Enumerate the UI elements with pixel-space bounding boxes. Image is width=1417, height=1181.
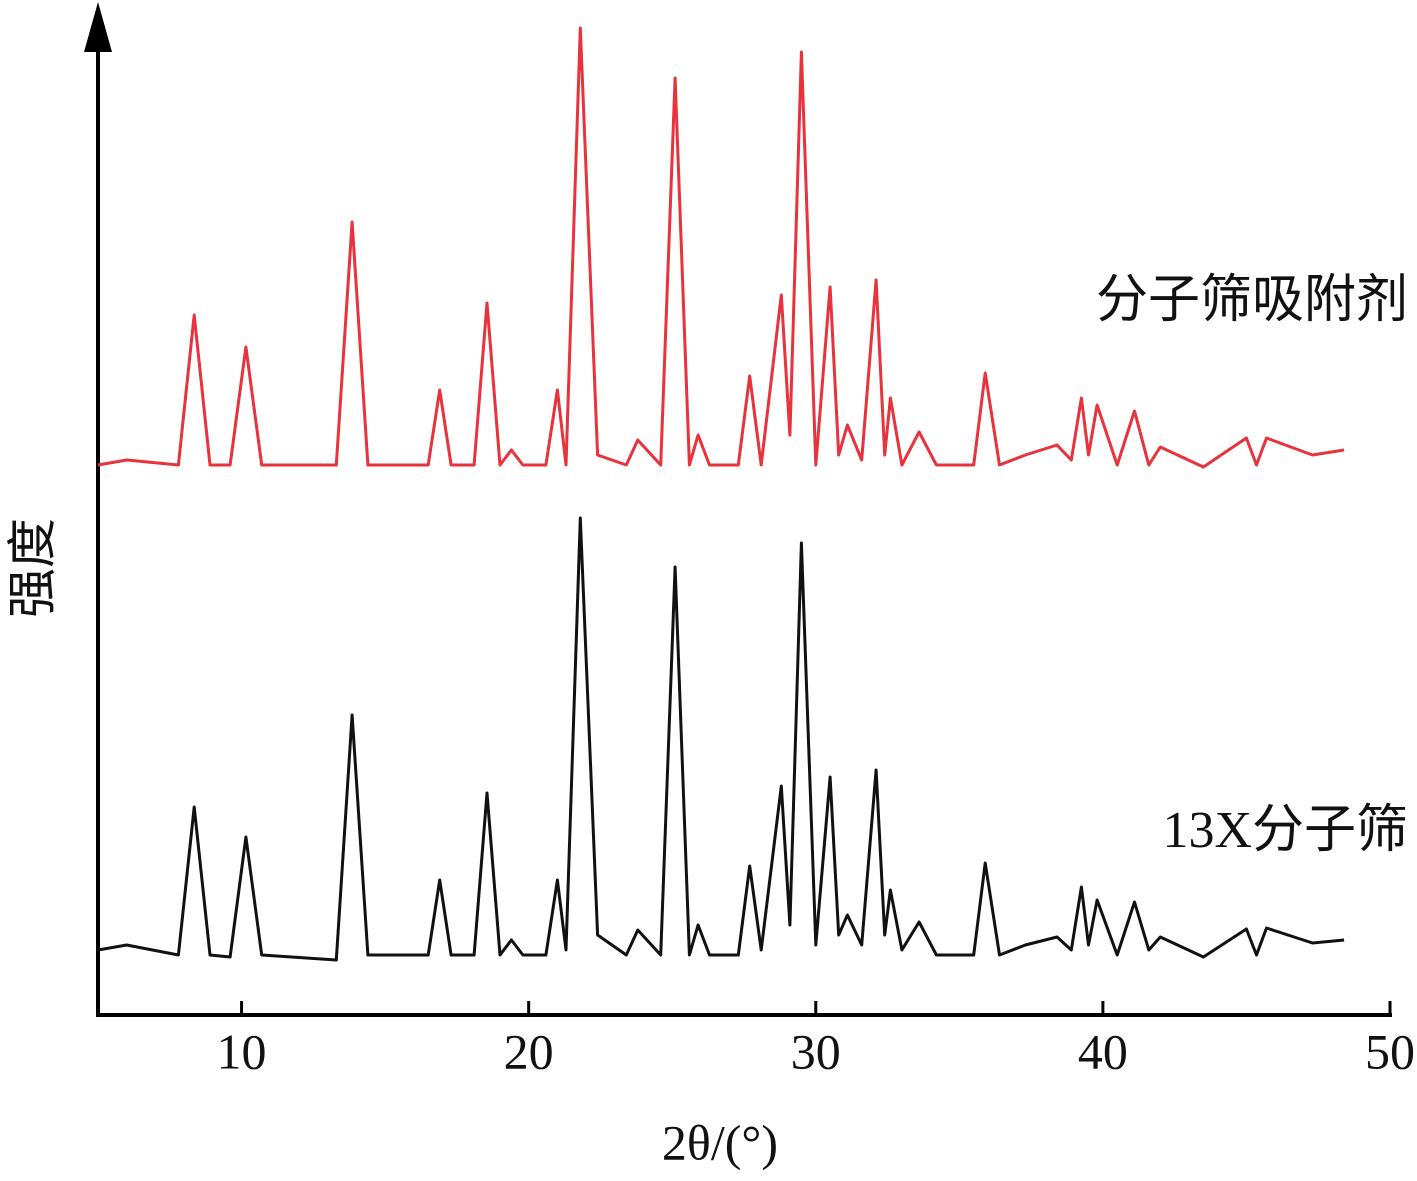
x-axis-label: 2θ/(°)	[662, 1114, 778, 1170]
x-tick-label: 40	[1078, 1023, 1128, 1079]
x-tick-label: 10	[217, 1023, 267, 1079]
x-tick-label: 50	[1365, 1023, 1415, 1079]
series-line	[97, 26, 1345, 469]
x-tick-label: 30	[791, 1023, 841, 1079]
y-axis-label: 强度	[4, 518, 60, 618]
y-axis-arrow	[84, 2, 112, 52]
series-label: 13X分子筛	[1162, 802, 1408, 859]
series-line	[97, 516, 1345, 962]
series-label: 分子筛吸附剂	[1096, 272, 1408, 329]
x-tick-label: 20	[504, 1023, 554, 1079]
